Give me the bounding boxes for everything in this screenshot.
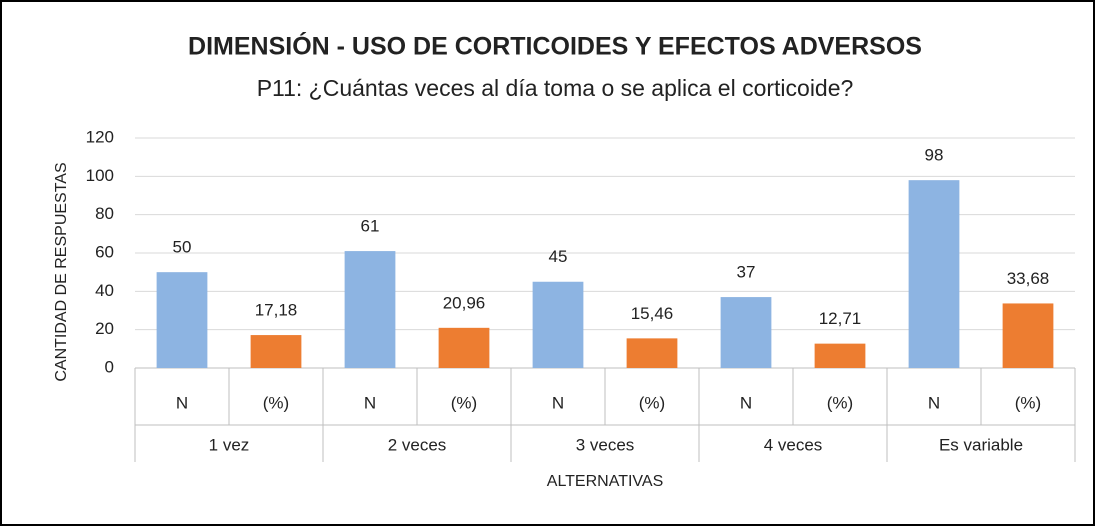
bar [626,338,678,368]
bar [720,297,772,368]
x-tick-label: (%) [451,393,477,412]
bar [1002,303,1054,368]
bar [908,180,960,368]
bar [156,272,208,368]
data-label: 17,18 [255,301,298,320]
x-tick-label: N [928,393,940,412]
group-label: 2 veces [388,435,447,454]
x-tick-label: N [740,393,752,412]
bar [250,335,302,368]
data-label: 20,96 [443,293,486,312]
bar [344,251,396,368]
x-tick-label: (%) [1015,393,1041,412]
y-tick-label: 0 [105,357,114,376]
x-axis-title: ALTERNATIVAS [547,473,663,490]
x-tick-label: N [176,393,188,412]
data-label: 61 [361,217,380,236]
bar [814,343,866,368]
data-label: 45 [549,247,568,266]
group-label: Es variable [939,435,1023,454]
x-tick-label: (%) [827,393,853,412]
y-tick-label: 20 [95,319,114,338]
x-tick-label: N [364,393,376,412]
y-axis-title: CANTIDAD DE RESPUESTAS [53,162,70,381]
x-tick-label: (%) [263,393,289,412]
data-label: 33,68 [1007,269,1050,288]
y-tick-label: 60 [95,242,114,261]
group-label: 3 veces [576,435,635,454]
data-label: 37 [737,263,756,282]
y-tick-label: 80 [95,204,114,223]
x-tick-label: (%) [639,393,665,412]
chart-subtitle: P11: ¿Cuántas veces al día toma o se apl… [257,75,854,101]
x-tick-label: N [552,393,564,412]
chart-title: DIMENSIÓN - USO DE CORTICOIDES Y EFECTOS… [188,31,922,61]
group-label: 4 veces [764,435,823,454]
bar [438,327,490,368]
data-label: 50 [173,238,192,257]
data-label: 12,71 [819,309,862,328]
y-tick-label: 40 [95,281,114,300]
y-tick-label: 120 [86,127,114,146]
group-label: 1 vez [209,435,250,454]
bar [532,281,584,368]
y-tick-label: 100 [86,166,114,185]
data-label: 15,46 [631,304,674,323]
data-label: 98 [925,146,944,165]
